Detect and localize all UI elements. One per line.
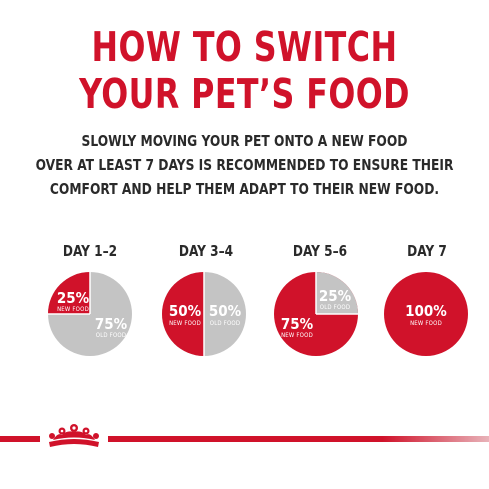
crown-logo-icon bbox=[49, 424, 99, 447]
intro-text-line-2: OVER AT LEAST 7 DAYS IS RECOMMENDED TO E… bbox=[35, 156, 454, 174]
page-title-line-2: YOUR PET’S FOOD bbox=[79, 70, 410, 118]
footer-rule-left bbox=[0, 436, 40, 442]
new-food-caption: NEW FOOD bbox=[57, 306, 89, 313]
new-food-percent: 75% bbox=[281, 315, 314, 333]
new-food-caption: NEW FOOD bbox=[169, 320, 201, 327]
step-label-day-7: DAY 7 bbox=[407, 242, 447, 260]
new-food-caption: NEW FOOD bbox=[410, 320, 442, 327]
intro-text-line-1: SLOWLY MOVING YOUR PET ONTO A NEW FOOD bbox=[81, 132, 408, 150]
pie-new-food-slice bbox=[48, 272, 90, 314]
pie-day-7: 100% NEW FOOD bbox=[384, 272, 468, 356]
pie-new-food-slice bbox=[384, 272, 468, 356]
pie-new-food-slice bbox=[162, 272, 204, 356]
page-title-line-1: HOW TO SWITCH bbox=[91, 23, 398, 71]
intro-text-line-3: COMFORT AND HELP THEM ADAPT TO THEIR NEW… bbox=[49, 180, 440, 198]
new-food-percent: 25% bbox=[57, 289, 90, 307]
old-food-percent: 75% bbox=[95, 315, 128, 333]
old-food-percent: 25% bbox=[319, 287, 352, 305]
new-food-caption: NEW FOOD bbox=[281, 332, 313, 339]
step-label-day-3-4: DAY 3–4 bbox=[178, 242, 234, 260]
step-label-day-1-2: DAY 1–2 bbox=[62, 242, 118, 260]
pie-day-3-4: 50% NEW FOOD 50% OLD FOOD bbox=[162, 272, 246, 356]
old-food-caption: OLD FOOD bbox=[320, 304, 350, 311]
pie-old-food-slice bbox=[316, 272, 358, 314]
pie-day-1-2: 25% NEW FOOD 75% OLD FOOD bbox=[48, 272, 132, 356]
footer-rule-right bbox=[108, 436, 489, 442]
new-food-percent: 50% bbox=[169, 302, 202, 320]
pie-day-5-6: 25% OLD FOOD 75% NEW FOOD bbox=[274, 272, 358, 356]
old-food-caption: OLD FOOD bbox=[210, 320, 240, 327]
step-label-day-5-6: DAY 5–6 bbox=[292, 242, 348, 260]
new-food-percent: 100% bbox=[405, 302, 447, 320]
old-food-percent: 50% bbox=[209, 302, 242, 320]
old-food-caption: OLD FOOD bbox=[96, 332, 126, 339]
